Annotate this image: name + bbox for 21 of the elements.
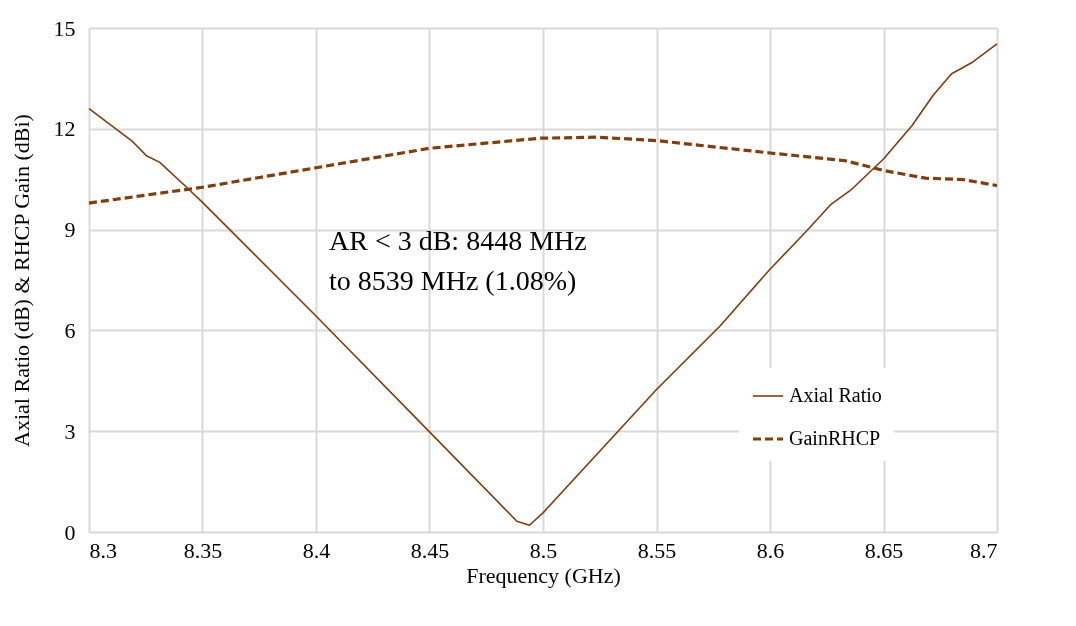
x-tick-label: 8.3 <box>89 537 117 563</box>
x-tick-label: 8.45 <box>410 537 450 563</box>
y-tick-label: 3 <box>64 418 76 444</box>
x-tick-label: 8.35 <box>183 537 223 563</box>
y-tick-label: 9 <box>64 217 76 243</box>
x-tick-label: 8.5 <box>529 537 558 563</box>
y-tick-label: 0 <box>64 519 76 545</box>
x-tick-label: 8.65 <box>864 537 904 563</box>
y-tick-label: 15 <box>53 15 76 41</box>
annotation: AR < 3 dB: 8448 MHz to 8539 MHz (1.08%) <box>329 225 587 296</box>
y-axis-title: Axial Ratio (dB) & RHCP Gain (dBi) <box>8 114 34 447</box>
x-tick-label: 8.4 <box>302 537 331 563</box>
x-axis-title: Frequency (GHz) <box>466 562 621 588</box>
y-tick-label: 6 <box>64 317 76 343</box>
x-tick-label: 8.6 <box>756 537 785 563</box>
x-tick-label: 8.55 <box>637 537 677 563</box>
y-tick-label: 12 <box>53 116 76 142</box>
legend-label: Axial Ratio <box>789 384 882 406</box>
legend-label: GainRHCP <box>789 427 881 449</box>
line-series <box>88 42 998 527</box>
x-tick-label: 8.7 <box>970 537 998 563</box>
